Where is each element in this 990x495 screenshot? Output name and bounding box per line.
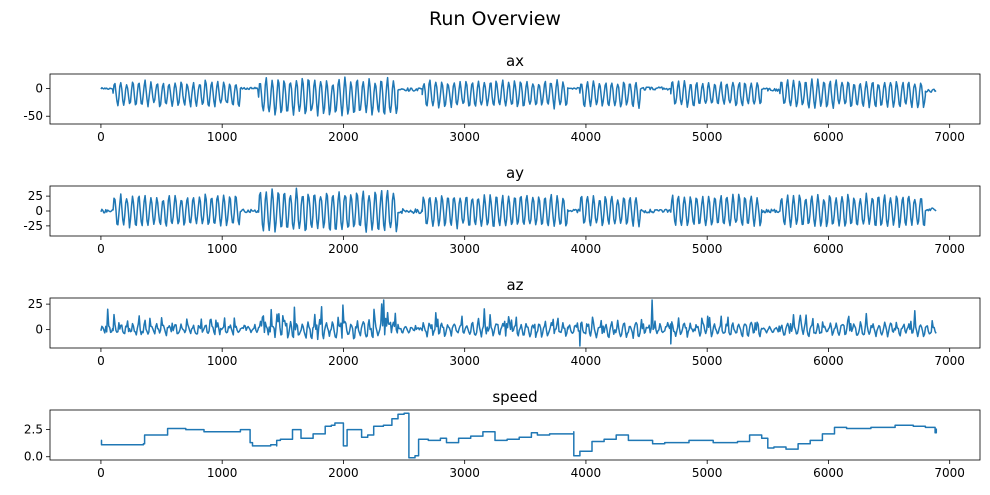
x-tick-label: 3000 — [449, 130, 480, 144]
plot-frame — [49, 297, 981, 349]
series-line-speed — [100, 412, 938, 459]
x-tick-label: 3000 — [449, 354, 480, 368]
panel-az: az 0 1000 2000 3000 4000 5000 6000 7000 25 0 — [28, 276, 981, 368]
x-tick-label: 5000 — [692, 466, 723, 480]
x-tick-label: 3000 — [449, 466, 480, 480]
y-tick-label: 0 — [35, 81, 43, 95]
plot-frame — [49, 409, 981, 461]
plot-frame — [49, 73, 981, 125]
x-tick-label: 6000 — [813, 466, 844, 480]
y-tick-label: -25 — [23, 219, 43, 233]
y-tick-label: -50 — [23, 109, 43, 123]
series-line-ay — [100, 187, 937, 233]
x-tick-label: 0 — [97, 130, 105, 144]
x-tick-label: 7000 — [934, 354, 965, 368]
x-tick-label: 2000 — [328, 354, 359, 368]
panel-title: speed — [492, 388, 537, 406]
x-tick-label: 7000 — [934, 466, 965, 480]
x-tick-label: 1000 — [207, 242, 238, 256]
x-tick-label: 0 — [97, 466, 105, 480]
x-tick-label: 1000 — [207, 354, 238, 368]
x-tick-label: 4000 — [571, 354, 602, 368]
y-tick-label: 0 — [35, 323, 43, 337]
panel-title: ay — [506, 164, 524, 182]
x-tick-label: 2000 — [328, 466, 359, 480]
series-line-ax — [100, 76, 937, 117]
x-tick-label: 7000 — [934, 242, 965, 256]
y-tick-label: 0.0 — [24, 450, 43, 464]
x-tick-label: 2000 — [328, 130, 359, 144]
x-tick-label: 5000 — [692, 354, 723, 368]
x-tick-label: 0 — [97, 242, 105, 256]
y-tick-label: 2.5 — [24, 423, 43, 437]
y-tick-label: 25 — [28, 297, 43, 311]
panel-ax: ax 0 1000 2000 3000 4000 5000 6000 7000 0 -50 — [23, 52, 981, 144]
y-tick-label: 25 — [28, 189, 43, 203]
x-tick-label: 4000 — [571, 466, 602, 480]
x-tick-label: 4000 — [571, 242, 602, 256]
x-tick-label: 4000 — [571, 130, 602, 144]
x-tick-label: 5000 — [692, 242, 723, 256]
panel-title: az — [506, 276, 523, 294]
x-tick-label: 3000 — [449, 242, 480, 256]
panel-speed: speed 0 1000 2000 3000 4000 5000 6000 7000 2.5 0.0 — [24, 388, 981, 480]
x-tick-label: 0 — [97, 354, 105, 368]
series-line-az — [100, 299, 937, 347]
y-tick-label: 0 — [35, 204, 43, 218]
figure-title: Run Overview — [429, 8, 561, 30]
x-tick-label: 6000 — [813, 242, 844, 256]
x-tick-label: 1000 — [207, 466, 238, 480]
x-tick-label: 6000 — [813, 354, 844, 368]
panel-title: ax — [506, 52, 524, 70]
x-tick-label: 2000 — [328, 242, 359, 256]
x-tick-label: 1000 — [207, 130, 238, 144]
x-tick-label: 6000 — [813, 130, 844, 144]
x-tick-label: 7000 — [934, 130, 965, 144]
x-tick-label: 5000 — [692, 130, 723, 144]
